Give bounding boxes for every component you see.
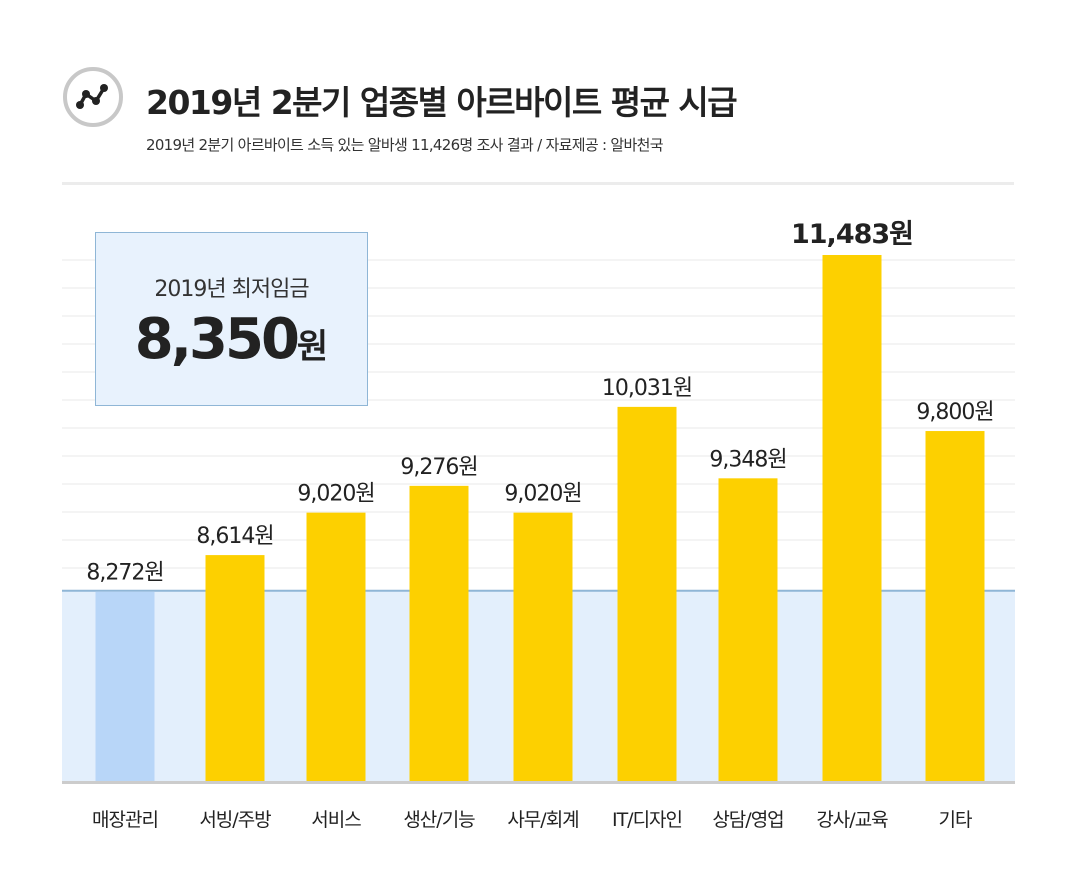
bar — [718, 478, 778, 781]
bar — [205, 555, 265, 781]
line-chart-icon — [63, 67, 123, 127]
data-label: 11,483원 — [791, 219, 913, 250]
data-label: 8,272원 — [86, 561, 163, 586]
data-label: 9,020원 — [297, 482, 374, 507]
bar — [95, 591, 155, 781]
min-wage-unit: 원 — [296, 327, 329, 367]
bar — [925, 431, 985, 781]
bar — [822, 255, 882, 781]
category-label: 서빙/주방 — [199, 809, 271, 831]
category-label: 매장관리 — [92, 809, 158, 831]
data-label: 8,614원 — [196, 524, 273, 549]
chart-subtitle: 2019년 2분기 아르바이트 소득 있는 알바생 11,426명 조사 결과 … — [146, 136, 664, 154]
category-label: 상담/영업 — [712, 809, 783, 831]
category-label: 서비스 — [311, 809, 361, 831]
category-label: 기타 — [939, 809, 972, 831]
bar — [617, 406, 677, 781]
category-label: 강사/교육 — [816, 809, 888, 831]
category-label: 생산/기능 — [403, 809, 475, 831]
header-divider — [62, 182, 1014, 185]
category-label: 사무/회계 — [507, 809, 578, 831]
min-wage-value-wrap: 8,350원 — [96, 307, 367, 372]
data-label: 9,348원 — [709, 447, 786, 472]
data-label: 9,276원 — [400, 455, 477, 480]
data-label: 10,031원 — [602, 376, 692, 401]
category-label: IT/디자인 — [612, 809, 682, 831]
data-label: 9,800원 — [916, 400, 993, 425]
bar — [409, 485, 469, 781]
bar — [513, 512, 573, 781]
min-wage-value: 8,350 — [134, 307, 300, 372]
chart-title: 2019년 2분기 업종별 아르바이트 평균 시급 — [146, 83, 738, 122]
bar — [306, 512, 366, 781]
min-wage-label: 2019년 최저임금 — [154, 277, 309, 302]
min-wage-callout: 2019년 최저임금 8,350원 — [95, 232, 368, 406]
data-label: 9,020원 — [504, 482, 581, 507]
